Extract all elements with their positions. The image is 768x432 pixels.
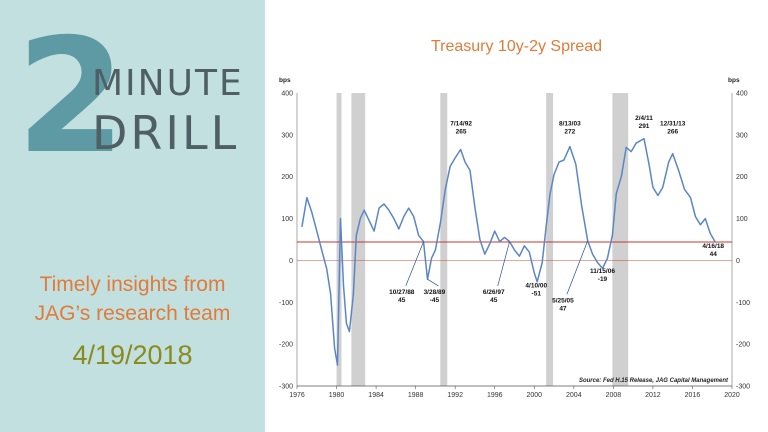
publish-date: 4/19/2018 — [72, 340, 193, 370]
y-tick-label-left: -100 — [279, 300, 293, 307]
y-tick-label-left: 300 — [281, 132, 293, 139]
y-tick-label-right: 400 — [736, 91, 748, 98]
y-tick-label-left: -200 — [279, 342, 293, 349]
recession-band — [612, 93, 629, 386]
y-tick-label-right: 300 — [736, 132, 748, 139]
annotation-date: 10/27/88 — [389, 289, 415, 296]
logo-digit: 2 — [16, 5, 126, 189]
annotation-arrow — [497, 241, 510, 287]
y-tick-label-right: 100 — [736, 216, 748, 223]
annotation-date: 2/4/11 — [635, 115, 653, 122]
x-tick-label: 1984 — [368, 392, 384, 399]
recession-band — [546, 93, 554, 386]
y-tick-label-left: 0 — [289, 258, 293, 265]
chart-area: Treasury 10y-2y Spread -300 -300 -200 -200-… — [265, 0, 768, 432]
y-tick-label-left: 100 — [281, 216, 293, 223]
y-tick-label-left: 400 — [281, 91, 293, 98]
annotation-date: 4/16/18 — [702, 243, 724, 250]
annotation-date: 11/15/06 — [590, 268, 615, 275]
y-tick-label-left: 200 — [281, 174, 293, 181]
y-tick-label-right: -200 — [736, 342, 750, 349]
spread-chart: -300 -300 -200 -200 -100 -100 0 0 100 100 200 200 30… — [279, 77, 750, 399]
x-tick-label: 2012 — [645, 392, 661, 399]
logo-word-drill: DRILL — [92, 106, 240, 160]
x-tick-label: 2008 — [606, 392, 622, 399]
annotation-value: 45 — [398, 297, 406, 304]
x-tick-label: 2004 — [566, 392, 582, 399]
annotation-arrow — [405, 241, 424, 287]
y-tick-label-right: -300 — [736, 384, 750, 391]
x-tick-label: 1996 — [487, 392, 503, 399]
x-tick-label: 1980 — [329, 392, 345, 399]
recession-band — [351, 93, 366, 386]
x-tick-label: 2016 — [685, 392, 701, 399]
source-note: Source: Fed H.15 Release, JAG Capital Ma… — [579, 378, 729, 384]
annotation-value: 272 — [564, 129, 575, 136]
annotation-value: 45 — [490, 297, 498, 304]
y-tick-label-left: -300 — [279, 384, 293, 391]
spread-series-line — [301, 137, 716, 366]
annotation-value: 291 — [639, 123, 650, 130]
chart-title: Treasury 10y-2y Spread — [430, 38, 603, 55]
y-tick-label-right: 0 — [736, 258, 740, 265]
annotation-date: 4/10/00 — [525, 283, 547, 290]
y-tick-label-right: -100 — [736, 300, 750, 307]
x-tick-label: 1976 — [289, 392, 305, 399]
annotation-arrow — [427, 278, 439, 287]
logo-word-minute: MINUTE — [92, 63, 244, 104]
x-tick-label: 2020 — [724, 392, 740, 399]
x-tick-label: 2000 — [526, 392, 542, 399]
x-tick-label: 1992 — [447, 392, 463, 399]
y-unit-right: bps — [728, 77, 740, 84]
annotation-date: 6/26/97 — [483, 289, 505, 296]
annotation-value: 47 — [559, 305, 567, 312]
tagline-line-2: JAG’s research team — [34, 302, 231, 326]
annotation-date: 7/14/92 — [450, 121, 472, 128]
y-unit-left: bps — [279, 77, 291, 84]
annotation-value: 265 — [456, 129, 467, 136]
y-tick-label-right: 200 — [736, 174, 748, 181]
annotation-value: -45 — [430, 297, 440, 304]
annotation-value: 266 — [667, 129, 678, 136]
x-tick-label: 1988 — [408, 392, 424, 399]
tagline-line-1: Timely insights from — [39, 273, 226, 296]
annotation-value: -19 — [598, 276, 608, 283]
annotation-date: 3/28/89 — [424, 289, 446, 296]
tagline: Timely insights from JAG’s research team — [0, 270, 265, 329]
branding-panel: 2 MINUTE DRILL Timely insights from JAG’… — [0, 0, 265, 432]
annotation-date: 12/31/13 — [660, 121, 686, 128]
annotation-value: -51 — [532, 291, 542, 298]
annotation-date: 5/25/05 — [552, 297, 574, 304]
annotation-arrow — [566, 240, 588, 295]
annotation-date: 8/13/03 — [559, 121, 581, 128]
recession-band — [336, 93, 342, 386]
annotation-value: 44 — [710, 251, 718, 258]
recession-band — [440, 93, 448, 386]
